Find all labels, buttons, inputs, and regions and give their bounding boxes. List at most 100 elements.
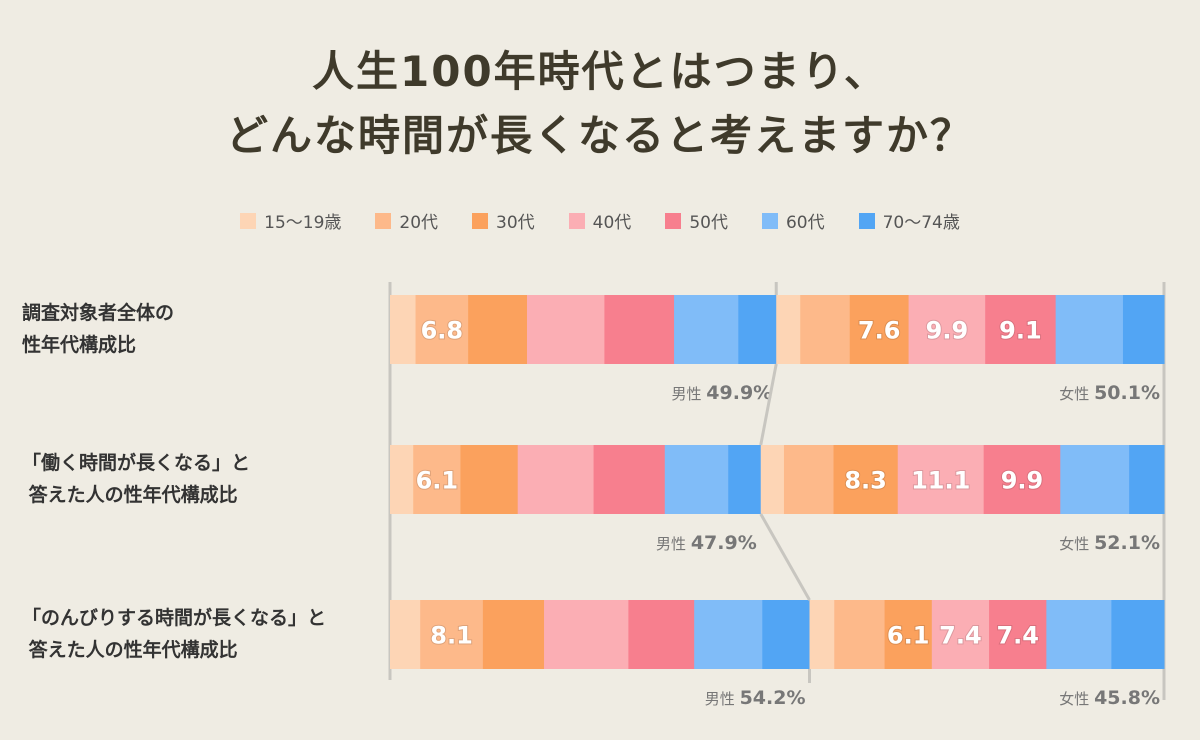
bar-segment-male (460, 445, 519, 514)
legend-swatch (472, 212, 489, 229)
bar-segment-female (834, 600, 886, 669)
bar-segment-male (517, 445, 595, 514)
legend-label: 40代 (592, 213, 632, 233)
female-label: 女性 (1059, 385, 1094, 403)
bar-segment-male (413, 445, 461, 514)
bar-segment-female (931, 600, 990, 669)
bar-segment-female (1046, 600, 1112, 669)
bar-segment-female (1111, 600, 1165, 669)
female-label: 女性 (1059, 690, 1094, 708)
bar-segment-female (1122, 295, 1165, 364)
bar-segment-male (420, 600, 484, 669)
data-label: 9.9 (1001, 467, 1044, 495)
bar-segment-male (762, 600, 811, 669)
data-label: 9.1 (999, 317, 1042, 345)
bar-segment-male (390, 295, 417, 364)
legend-label: 20代 (399, 213, 439, 233)
bar-segment-female (833, 445, 899, 514)
bar-segment-female (809, 600, 835, 669)
bar-segment-female (1055, 295, 1124, 364)
bar-segment-female (849, 295, 910, 364)
bar-segment-male (390, 445, 414, 514)
row-label: 「のんびりする時間が長くなる」と 答えた人の性年代構成比 (22, 607, 327, 661)
bar-segment-female (985, 295, 1057, 364)
bar-segment-female (776, 295, 801, 364)
bar-segment-male (593, 445, 666, 514)
female-total: 45.8% (1094, 687, 1160, 709)
data-label: 6.1 (887, 622, 930, 650)
bar-segment-female (989, 600, 1047, 669)
legend-swatch (665, 212, 682, 229)
female-total-label: 女性 45.8% (1059, 687, 1160, 709)
male-label: 男性 (656, 535, 691, 553)
bar-segment-male (415, 295, 469, 364)
legend-item: 40代 (568, 208, 632, 233)
male-total: 47.9% (691, 532, 757, 554)
male-label: 男性 (672, 385, 707, 403)
male-total-label: 男性 49.9% (672, 382, 773, 404)
legend: 15〜19歳 20代 30代 40代 50代 60代 70〜74歳 (0, 208, 1200, 233)
bar-segment-male (628, 600, 695, 669)
male-total-label: 男性 47.9% (656, 532, 757, 554)
bar-segment-male (482, 600, 545, 669)
bar-segment-male (694, 600, 763, 669)
bar-segment-female (1129, 445, 1165, 514)
bar-segment-male (604, 295, 675, 364)
legend-swatch (858, 212, 875, 229)
legend-item: 60代 (761, 208, 825, 233)
bar-segment-male (728, 445, 762, 514)
legend-item: 70〜74歳 (858, 208, 960, 233)
row-label: 「働く時間が長くなる」と 答えた人の性年代構成比 (22, 452, 251, 506)
legend-item: 50代 (665, 208, 728, 233)
bar-segment-female (908, 295, 986, 364)
data-label: 7.4 (996, 622, 1039, 650)
legend-label: 70〜74歳 (882, 213, 960, 233)
female-label: 女性 (1059, 535, 1094, 553)
male-total-label: 男性 54.2% (705, 687, 806, 709)
data-label: 6.1 (416, 467, 459, 495)
bar-segment-female (760, 445, 785, 514)
legend-swatch (568, 212, 585, 229)
bar-segment-male (738, 295, 777, 364)
chart-title: 人生100年時代とはつまり、 どんな時間が長くなると考えますか？ (225, 47, 974, 160)
bar-segment-male (526, 295, 605, 364)
female-total: 52.1% (1094, 532, 1160, 554)
data-label: 11.1 (911, 467, 970, 495)
data-label: 7.6 (858, 317, 901, 345)
divider-connector (759, 513, 811, 601)
bar-segment-female (800, 295, 851, 364)
legend-label: 60代 (785, 213, 825, 233)
female-total-label: 女性 50.1% (1059, 382, 1160, 404)
data-label: 9.9 (926, 317, 969, 345)
data-label: 8.3 (844, 467, 887, 495)
bar-segment-male (468, 295, 528, 364)
bar-segment-male (664, 445, 729, 514)
bar-segment-female (1060, 445, 1130, 514)
data-label: 7.4 (939, 622, 982, 650)
male-total: 49.9% (706, 382, 772, 404)
legend-label: 30代 (496, 213, 535, 233)
bar-segment-male (390, 600, 421, 669)
legend-item: 30代 (472, 208, 535, 233)
bar-segment-male (674, 295, 739, 364)
bar-segment-female (897, 445, 985, 514)
legend-item: 20代 (375, 208, 438, 233)
data-label: 6.8 (421, 317, 464, 345)
legend-swatch (240, 212, 257, 229)
male-total: 54.2% (740, 687, 806, 709)
legend-label: 50代 (689, 213, 728, 233)
legend-item: 15〜19歳 (240, 208, 341, 233)
row-label: 調査対象者全体の 性年代構成比 (22, 302, 175, 356)
legend-swatch (761, 212, 778, 229)
female-total-label: 女性 52.1% (1059, 532, 1160, 554)
bar-segment-female (783, 445, 835, 514)
bar-segment-female (884, 600, 933, 669)
bar-segment-female (983, 445, 1061, 514)
legend-swatch (375, 212, 392, 229)
bar-segment-male (544, 600, 629, 669)
legend-label: 15〜19歳 (264, 213, 342, 233)
female-total: 50.1% (1094, 382, 1160, 404)
divider-connector (759, 363, 778, 446)
data-label: 8.1 (430, 622, 473, 650)
